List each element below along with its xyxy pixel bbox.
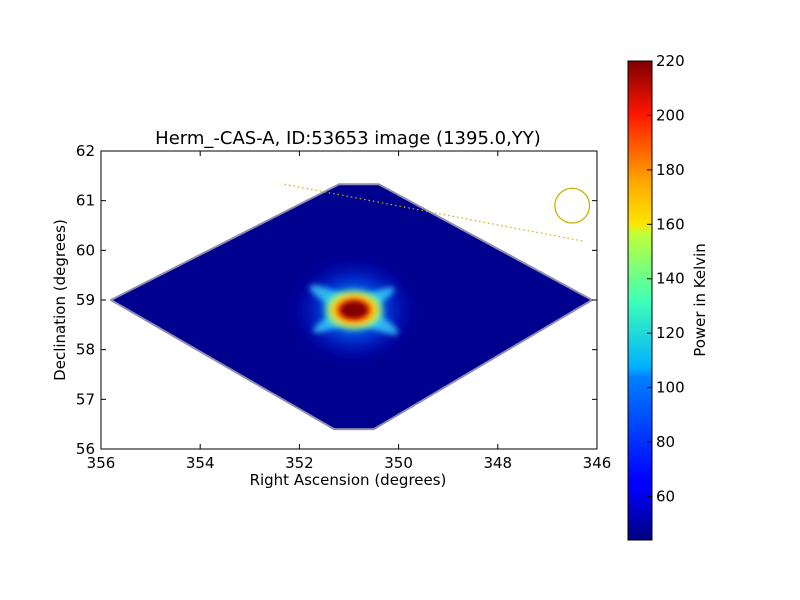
chart-title: Herm_-CAS-A, ID:53653 image (1395.0,YY) — [155, 128, 541, 149]
x-tick-label: 352 — [285, 454, 314, 472]
y-axis-label: Declination (degrees) — [51, 219, 69, 381]
colorbar-label: Power in Kelvin — [691, 243, 709, 357]
colorbar-gradient — [627, 60, 653, 541]
y-axis: 56 57 58 59 60 61 62 — [76, 142, 597, 458]
y-tick-label: 58 — [76, 341, 95, 359]
x-tick-label: 348 — [483, 454, 512, 472]
x-axis: 356 354 352 350 348 346 — [87, 151, 612, 472]
beam-circle — [554, 187, 591, 224]
colorbar-tick-label: 160 — [656, 215, 685, 233]
y-tick-label: 62 — [76, 142, 95, 160]
x-tick-label: 346 — [583, 454, 612, 472]
colorbar-tick-label: 200 — [656, 106, 685, 124]
colorbar-tick-label: 80 — [656, 433, 675, 451]
colorbar-tick-label: 180 — [656, 161, 685, 179]
y-tick-label: 56 — [76, 440, 95, 458]
x-axis-label: Right Ascension (degrees) — [250, 471, 447, 489]
colorbar-tick-label: 100 — [656, 379, 685, 397]
source-peak — [339, 301, 368, 318]
y-tick-label: 61 — [76, 192, 95, 210]
colorbar-tick-label: 140 — [656, 270, 685, 288]
y-tick-label: 57 — [76, 390, 95, 408]
colorbar-tick-label: 120 — [656, 324, 685, 342]
x-tick-label: 350 — [384, 454, 413, 472]
x-tick-label: 354 — [186, 454, 215, 472]
plot-area — [109, 183, 594, 431]
colorbar-ticks: 60 80 100 120 140 160 180 200 220 — [647, 52, 685, 505]
colorbar-tick-label: 60 — [656, 487, 675, 505]
y-tick-label: 59 — [76, 291, 95, 309]
track-line — [284, 183, 585, 242]
y-tick-label: 60 — [76, 241, 95, 259]
colorbar: 60 80 100 120 140 160 180 200 220 Power in Kelvi… — [627, 52, 709, 541]
x-tick-label: 356 — [87, 454, 116, 472]
colorbar-tick-label: 220 — [656, 52, 685, 70]
